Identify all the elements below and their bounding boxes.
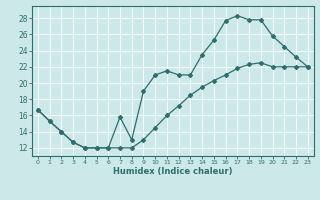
X-axis label: Humidex (Indice chaleur): Humidex (Indice chaleur) — [113, 167, 233, 176]
